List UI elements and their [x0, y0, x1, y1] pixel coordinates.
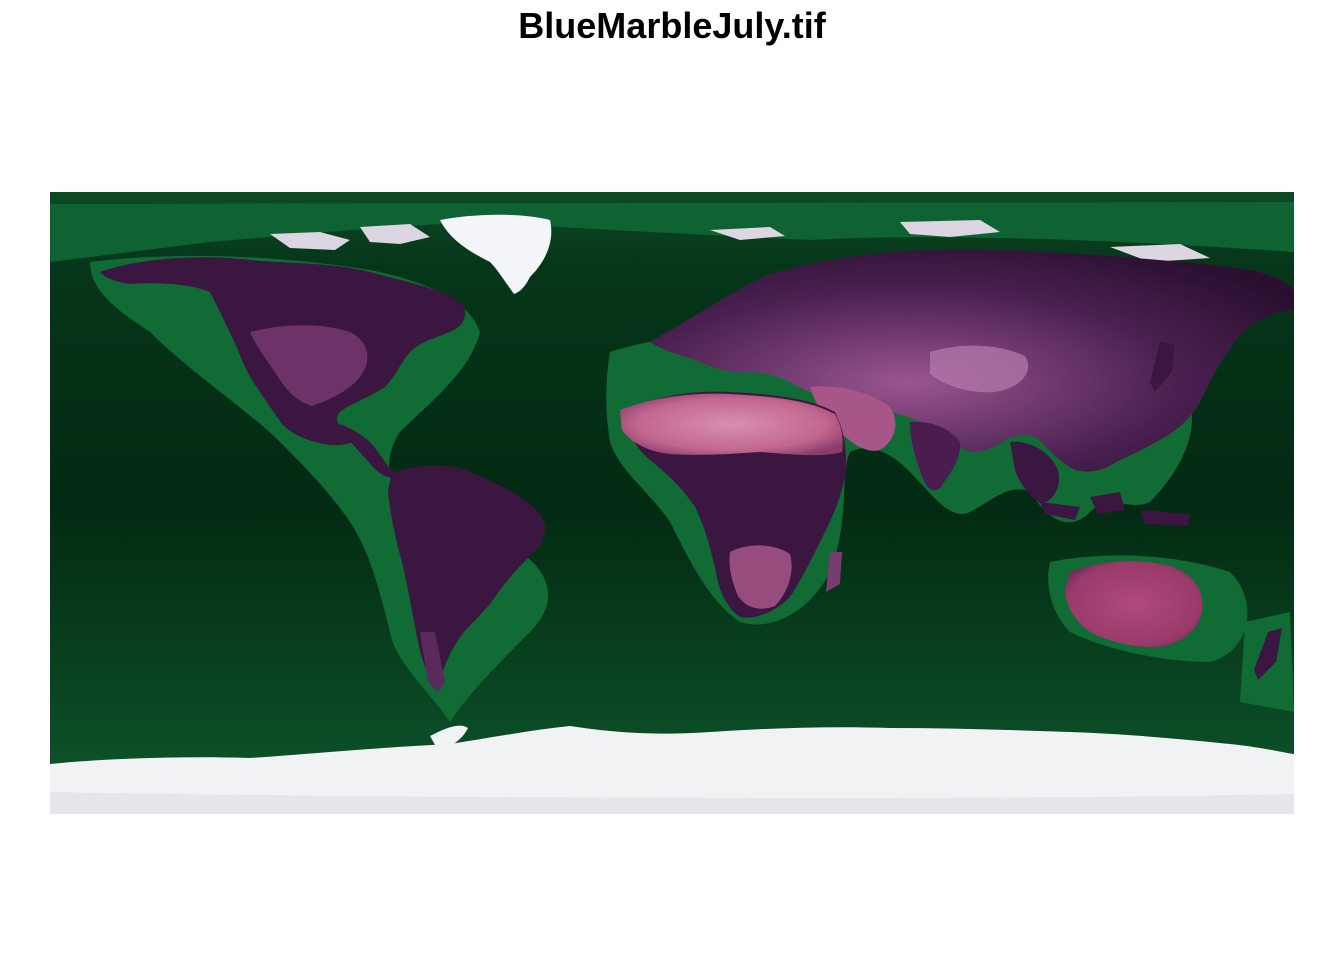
south-america [388, 465, 546, 687]
arctic-islands [270, 220, 1210, 262]
tibet-plateau [930, 345, 1029, 393]
australia [1065, 561, 1203, 648]
antarctic-peninsula [430, 725, 468, 750]
india [910, 421, 961, 491]
south-america-tip [420, 632, 445, 692]
arctic-shelf [50, 202, 1294, 262]
indonesia [1040, 492, 1190, 526]
sahara [620, 393, 843, 456]
arabia-iran [810, 386, 896, 451]
plot-title: BlueMarbleJuly.tif [518, 5, 826, 46]
se-asia [1010, 441, 1060, 504]
new-zealand [1254, 628, 1282, 680]
central-america [340, 424, 395, 478]
usa-interior [250, 325, 368, 406]
madagascar [826, 552, 842, 592]
ice-shadow [50, 792, 1294, 814]
raster-map [50, 192, 1294, 814]
greenland-ice [440, 214, 552, 294]
antarctica [50, 726, 1294, 814]
southern-africa [729, 545, 792, 609]
japan [1150, 342, 1175, 392]
